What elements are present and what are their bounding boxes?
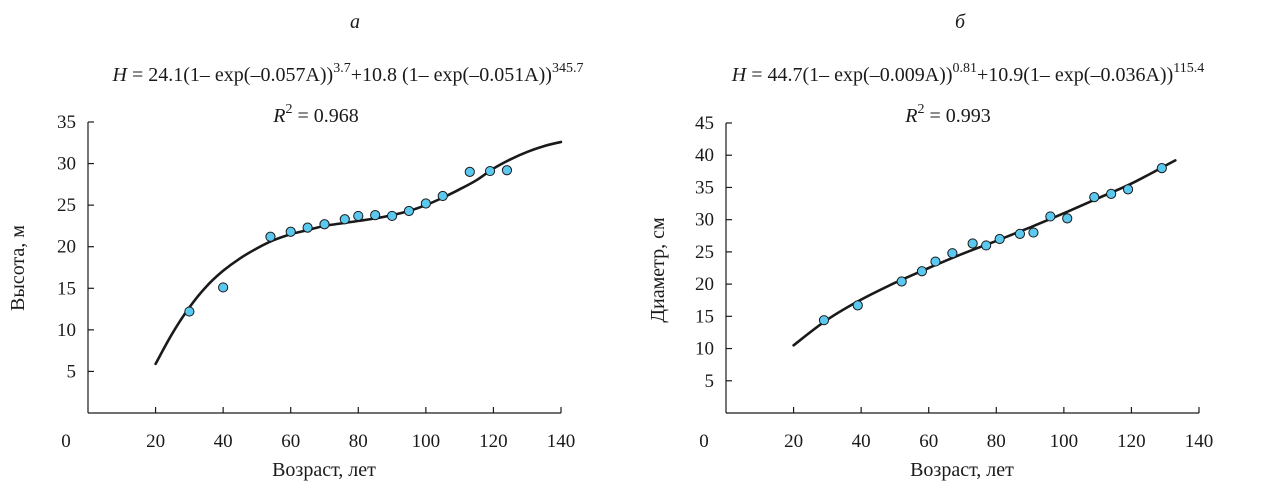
- panel-label-b: б: [955, 11, 966, 33]
- data-point-b: [1089, 192, 1100, 203]
- y-tick-label-b: 20: [695, 274, 714, 295]
- r-squared-a-symbol: R: [272, 105, 285, 127]
- y-tick-label-b: 40: [695, 145, 714, 166]
- data-point-a: [353, 210, 364, 222]
- fit-curve-a: [154, 140, 563, 366]
- data-point-b: [930, 256, 941, 267]
- x-tick-label-a: 120: [479, 431, 508, 452]
- x-tick-label-a: 60: [281, 431, 300, 452]
- data-point-b: [1122, 184, 1134, 195]
- data-point-b: [981, 240, 992, 251]
- equation-b-var: H: [731, 64, 748, 86]
- chart-a: а H = 24.1(1– exp(–0.057A))3.7+10.8 (1– …: [7, 11, 583, 481]
- r-squared-b-symbol: R: [904, 105, 917, 127]
- data-point-b: [1062, 213, 1073, 224]
- equation-b-exp2: 115.4: [1173, 61, 1204, 76]
- x-tick-label-b: 120: [1117, 431, 1146, 452]
- equation-a-exp2: 345.7: [552, 61, 584, 76]
- y-tick-label-a: 10: [57, 320, 76, 341]
- r-squared-a-value: = 0.968: [292, 105, 358, 127]
- data-point-b: [1014, 228, 1026, 239]
- y-axis-title-b: Диаметр, см: [647, 217, 669, 323]
- chart-b: б H = 44.7(1– exp(–0.009A))0.81+10.9(1– …: [647, 11, 1213, 481]
- data-point-a: [265, 231, 276, 242]
- equation-b-exp1: 0.81: [952, 61, 977, 76]
- data-point-a: [420, 198, 431, 209]
- data-point-a: [501, 165, 513, 176]
- equation-a-part1: = 24.1(1– exp(–0.057A)): [127, 64, 333, 86]
- data-point-b: [818, 315, 830, 326]
- data-point-a: [386, 210, 398, 222]
- x-tick-label-b: 40: [852, 431, 871, 452]
- data-point-b: [896, 276, 907, 287]
- y-tick-label-b: 35: [695, 177, 714, 198]
- y-tick-label-a: 20: [57, 237, 76, 258]
- x-axis-title-a: Возраст, лет: [272, 459, 376, 481]
- y-tick-label-a: 15: [57, 278, 76, 299]
- r-squared-b: R2 = 0.993: [904, 102, 991, 127]
- data-point-a: [339, 214, 350, 225]
- x-tick-label-b: 0: [699, 431, 709, 452]
- data-point-b: [1028, 227, 1039, 238]
- x-tick-label-a: 40: [214, 431, 233, 452]
- equation-b-part2: +10.9(1– exp(–0.036A)): [977, 64, 1173, 86]
- x-tick-label-a: 0: [61, 431, 71, 452]
- y-tick-label-b: 5: [705, 371, 715, 392]
- y-tick-label-a: 35: [57, 112, 76, 133]
- y-tick-label-a: 25: [57, 195, 76, 216]
- data-point-b: [967, 238, 978, 249]
- data-point-a: [437, 190, 448, 202]
- x-tick-label-b: 60: [919, 431, 938, 452]
- y-tick-label-a: 5: [67, 361, 77, 382]
- x-axis-title-b: Возраст, лет: [910, 459, 1014, 481]
- x-tick-label-b: 100: [1050, 431, 1079, 452]
- r-squared-b-value: = 0.993: [924, 105, 990, 127]
- fit-curve-b: [792, 159, 1177, 347]
- x-tick-label-a: 20: [146, 431, 165, 452]
- x-tick-label-a: 80: [349, 431, 368, 452]
- r-squared-a-power: 2: [285, 102, 292, 117]
- data-point-b: [1156, 163, 1167, 174]
- equation-a-part2: +10.8 (1– exp(–0.051A)): [351, 64, 552, 86]
- y-tick-label-b: 45: [695, 113, 714, 134]
- y-tick-label-b: 25: [695, 242, 714, 263]
- x-tick-label-b: 140: [1185, 431, 1214, 452]
- equation-a-var: H: [112, 64, 129, 86]
- data-point-a: [218, 282, 229, 293]
- y-axis-title-a: Высота, м: [7, 225, 29, 311]
- y-tick-label-a: 30: [57, 154, 76, 175]
- x-tick-label-b: 20: [784, 431, 803, 452]
- y-tick-label-b: 10: [695, 339, 714, 360]
- data-point-b: [1045, 211, 1056, 222]
- plot-area-b: 0 20 40 60 80 100 120 140 5 10 15 20 25 30 35 40 45: [695, 113, 1213, 452]
- data-point-a: [319, 219, 330, 230]
- data-point-b: [852, 300, 863, 311]
- y-tick-label-b: 15: [695, 306, 714, 327]
- data-point-a: [302, 222, 313, 233]
- data-point-a: [484, 165, 496, 177]
- x-tick-label-a: 140: [547, 431, 576, 452]
- data-point-a: [285, 226, 296, 237]
- equation-b-part1: = 44.7(1– exp(–0.009A)): [746, 64, 952, 86]
- data-point-a: [184, 306, 195, 317]
- x-tick-label-a: 100: [412, 431, 441, 452]
- data-point-b: [947, 248, 958, 259]
- equation-a: H = 24.1(1– exp(–0.057A))3.7+10.8 (1– ex…: [112, 61, 584, 86]
- data-point-b: [994, 233, 1005, 245]
- data-point-a: [370, 210, 381, 221]
- y-tick-label-b: 30: [695, 210, 714, 231]
- data-point-b: [916, 266, 928, 277]
- data-point-a: [403, 205, 415, 217]
- data-point-a: [464, 166, 475, 177]
- panel-label-a: а: [350, 11, 360, 33]
- data-point-b: [1106, 188, 1117, 199]
- equation-a-exp1: 3.7: [333, 61, 351, 76]
- equation-b: H = 44.7(1– exp(–0.009A))0.81+10.9(1– ex…: [731, 61, 1204, 86]
- r-squared-b-power: 2: [917, 102, 924, 117]
- plot-area-a: 0 20 40 60 80 100 120 140 5 10 15 20 25 30 35: [57, 112, 575, 452]
- r-squared-a: R2 = 0.968: [272, 102, 359, 127]
- x-tick-label-b: 80: [987, 431, 1006, 452]
